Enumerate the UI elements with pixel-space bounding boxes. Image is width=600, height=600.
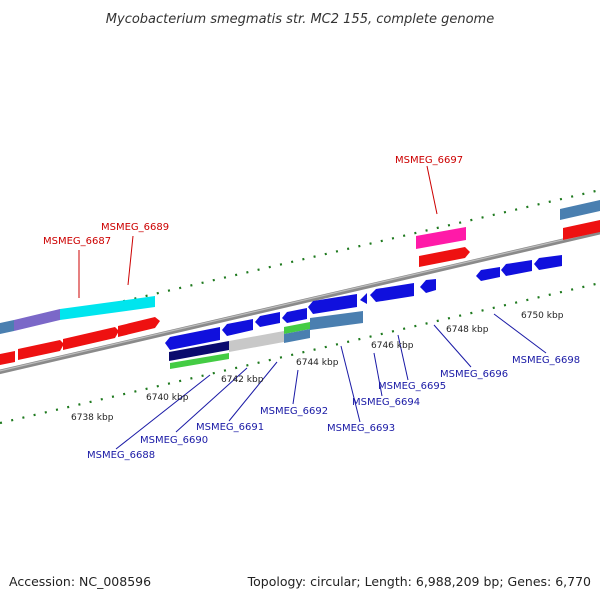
gene-arrow bbox=[360, 293, 367, 304]
scale-label-6750: 6750 kbp bbox=[521, 311, 564, 321]
scale-label-6744: 6744 kbp bbox=[296, 358, 339, 368]
leader-line bbox=[340, 345, 361, 423]
gene-label-msmeg-6690: MSMEG_6690 bbox=[140, 435, 208, 446]
gene-arrow bbox=[0, 351, 15, 365]
scale-label-6746: 6746 kbp bbox=[371, 341, 414, 351]
gene-arrow bbox=[420, 279, 436, 293]
accession-text: Accession: NC_008596 bbox=[9, 574, 151, 589]
leader-line bbox=[228, 361, 278, 422]
genome-backbone bbox=[0, 229, 600, 375]
gene-arrow bbox=[534, 255, 562, 270]
genome-backbone-highlight bbox=[0, 230, 600, 372]
scale-label-6748: 6748 kbp bbox=[446, 325, 489, 335]
gene-label-msmeg-6688: MSMEG_6688 bbox=[87, 450, 155, 461]
topology-summary-text: Topology: circular; Length: 6,988,209 bp… bbox=[247, 574, 591, 589]
gene-arrow bbox=[419, 247, 470, 267]
gene-arrow bbox=[222, 319, 253, 336]
gene-label-msmeg-6687: MSMEG_6687 bbox=[43, 236, 111, 247]
gene-arrow bbox=[165, 327, 220, 350]
gene-block bbox=[284, 329, 310, 343]
gene-block bbox=[284, 322, 310, 334]
gene-label-msmeg-6693: MSMEG_6693 bbox=[327, 423, 395, 434]
gene-label-msmeg-6694: MSMEG_6694 bbox=[352, 397, 420, 408]
gene-block bbox=[310, 311, 363, 330]
scale-label-6738: 6738 kbp bbox=[71, 413, 114, 423]
gene-arrow bbox=[501, 260, 532, 276]
reverse-genes bbox=[165, 255, 562, 369]
leader-line bbox=[175, 367, 248, 433]
leader-line bbox=[292, 369, 299, 405]
scale-label-6742: 6742 kbp bbox=[221, 375, 264, 385]
leader-line bbox=[426, 165, 438, 215]
leader-line bbox=[397, 334, 409, 381]
leader-line bbox=[127, 235, 134, 286]
gene-label-msmeg-6692: MSMEG_6692 bbox=[260, 406, 328, 417]
gene-block bbox=[60, 296, 155, 320]
reverse-leader-lines bbox=[115, 313, 547, 450]
leader-line bbox=[115, 374, 211, 450]
gene-block bbox=[0, 320, 14, 334]
gene-label-msmeg-6695: MSMEG_6695 bbox=[378, 381, 446, 392]
gene-arrow bbox=[563, 220, 600, 240]
gene-label-msmeg-6691: MSMEG_6691 bbox=[196, 422, 264, 433]
genome-title: Mycobacterium smegmatis str. MC2 155, co… bbox=[106, 12, 494, 27]
gene-arrow bbox=[63, 327, 119, 350]
gene-block bbox=[170, 353, 229, 369]
gene-arrow bbox=[282, 308, 307, 323]
gene-arrow bbox=[476, 267, 500, 281]
gene-block bbox=[416, 227, 466, 249]
gene-label-msmeg-6696: MSMEG_6696 bbox=[440, 369, 508, 380]
gene-label-msmeg-6697: MSMEG_6697 bbox=[395, 155, 463, 166]
gene-block bbox=[169, 341, 229, 361]
gene-label-msmeg-6689: MSMEG_6689 bbox=[101, 222, 169, 233]
gene-block bbox=[560, 200, 600, 220]
gene-arrow bbox=[370, 283, 414, 302]
leader-line bbox=[373, 352, 383, 397]
forward-leader-lines bbox=[78, 165, 438, 298]
gene-arrow bbox=[18, 340, 64, 360]
scale-label-6740: 6740 kbp bbox=[146, 393, 189, 403]
leader-line bbox=[433, 324, 472, 368]
gene-block bbox=[229, 331, 284, 352]
gene-arrow bbox=[255, 312, 280, 327]
gene-label-msmeg-6698: MSMEG_6698 bbox=[512, 355, 580, 366]
gene-arrow bbox=[308, 294, 357, 314]
forward-genes bbox=[0, 200, 600, 365]
gene-block bbox=[14, 309, 60, 331]
leader-line bbox=[493, 313, 547, 354]
gene-arrow bbox=[118, 317, 160, 337]
